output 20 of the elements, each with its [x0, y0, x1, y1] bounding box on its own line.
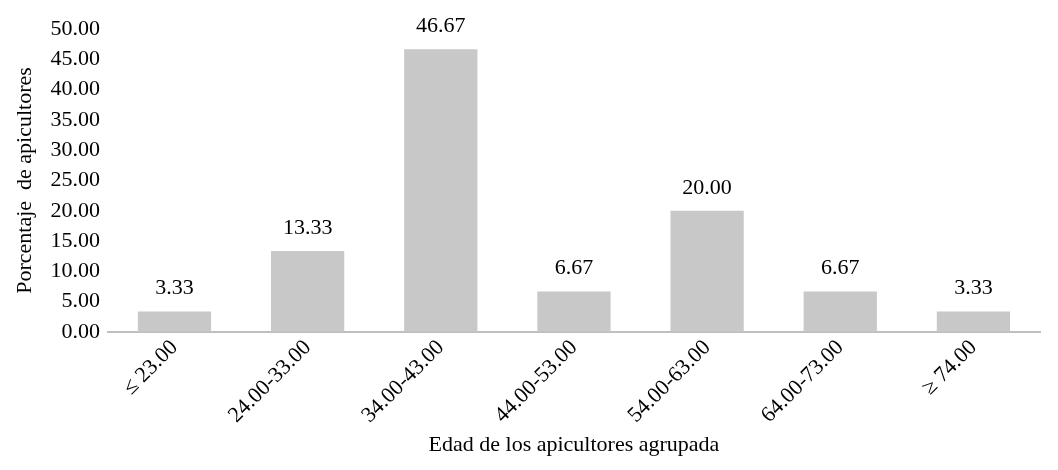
y-tick-label: 50.00 [50, 14, 100, 40]
y-tick-label: 35.00 [50, 105, 100, 131]
y-tick-label: 0.00 [61, 317, 100, 343]
data-label: 6.67 [821, 254, 860, 280]
x-axis-title: Edad de los apicultores agrupada [428, 430, 720, 456]
data-label: 46.67 [416, 12, 466, 38]
y-tick-label: 10.00 [50, 257, 100, 283]
y-tick-label: 5.00 [61, 287, 100, 313]
data-label: 6.67 [554, 254, 594, 280]
y-tick-label: 25.00 [50, 166, 100, 192]
data-label: 20.00 [682, 173, 732, 199]
data-label: 3.33 [155, 274, 194, 300]
y-tick-label: 20.00 [50, 196, 100, 222]
y-axis-title: Porcentaje de apicultores [10, 67, 36, 294]
data-label: 13.33 [282, 213, 333, 239]
y-tick-label: 30.00 [50, 136, 100, 161]
y-tick-label: 45.00 [50, 45, 100, 71]
y-tick-label: 15.00 [50, 226, 100, 252]
data-label: 3.33 [954, 274, 993, 300]
y-tick-label: 40.00 [50, 75, 100, 101]
